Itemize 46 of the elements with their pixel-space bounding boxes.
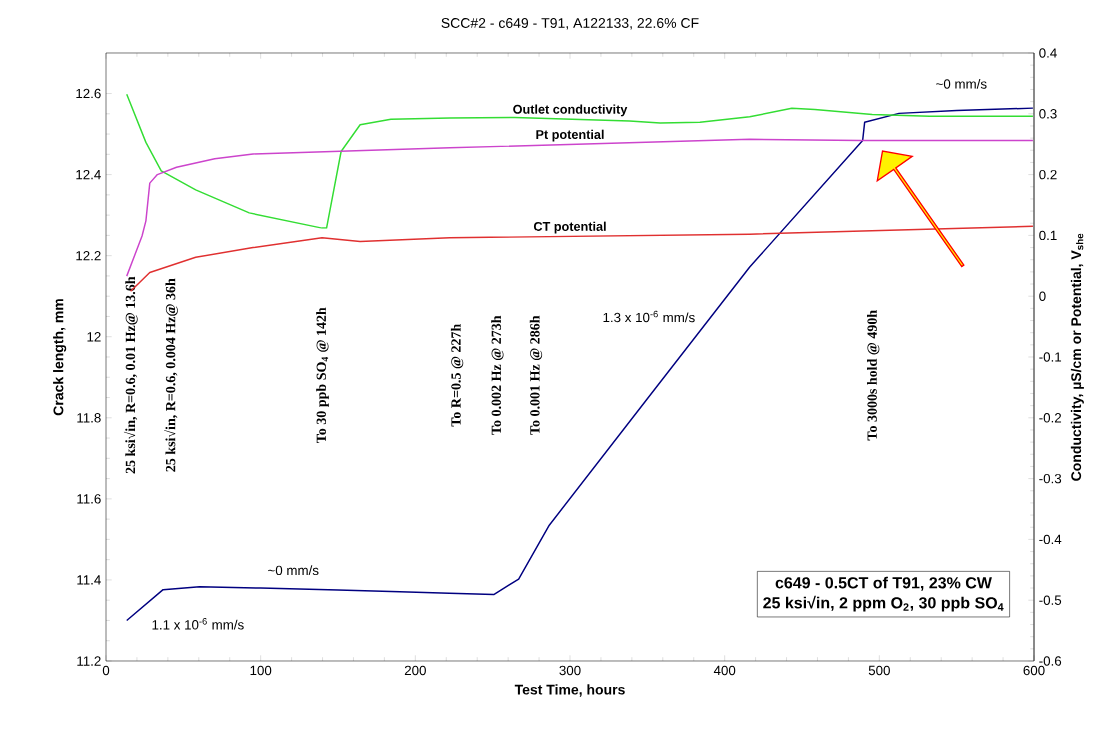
y2-tick-label: 0.2 [1039, 169, 1057, 180]
x-tick-label: 300 [559, 665, 581, 676]
series-label: CT potential [533, 221, 606, 234]
annotation: 25 ksi√in, R=0.6, 0.01 Hz@ 13.6h [123, 276, 138, 474]
y2-tick-label: 0.4 [1039, 48, 1057, 58]
x-tick-label: 500 [868, 665, 890, 676]
x-tick-label: 100 [250, 665, 272, 676]
y-tick-label: 11.8 [77, 413, 101, 423]
y-tick-label: 11.4 [77, 575, 101, 585]
y-axis-title: Crack length, mm [53, 299, 67, 416]
y-tick-label: 11.2 [77, 656, 101, 666]
x-tick-label: 0 [102, 665, 110, 676]
y2-tick-label: 0 [1039, 291, 1046, 301]
annotation: To 0.002 Hz @ 273h [491, 315, 504, 435]
annotation: 25 ksi√in, 2 ppm O$_{2}$, 30 ppb SO$_{4}$ [763, 595, 1004, 612]
x-axis-title: Test Time, hours [514, 684, 625, 697]
annotation: To 0.001 Hz @ 286h [529, 315, 543, 435]
y2-tick-label: 0.3 [1039, 109, 1057, 119]
series-label: Outlet conductivity [513, 104, 628, 117]
y-tick-label: 12 [87, 332, 101, 342]
annotation: c649 - 0.5CT of T91, 23% CW [775, 576, 992, 591]
annotation: 25 ksi√in, R=0.6, 0.004 Hz@ 36h [164, 278, 178, 472]
x-tick-label: 600 [1023, 665, 1045, 676]
x-tick-label: 200 [404, 665, 426, 676]
y2-tick-label: -0.5 [1039, 595, 1062, 605]
y-tick-label: 12.4 [76, 169, 101, 180]
y2-tick-label: -0.6 [1039, 656, 1062, 666]
chart-title: SCC#2 - c649 - T91, A122133, 22.6% CF [441, 18, 699, 30]
y2-axis-title: Conductivity, µS/cm or Potential, V$_{she}$ [1070, 233, 1084, 481]
annotation: ~0 mm/s [268, 565, 319, 576]
y2-tick-label: -0.2 [1039, 413, 1062, 423]
y2-tick-label: 0.1 [1039, 230, 1057, 241]
y2-tick-label: -0.1 [1039, 352, 1062, 362]
y2-tick-label: -0.4 [1039, 534, 1062, 545]
y2-tick-label: -0.3 [1039, 473, 1062, 484]
annotation: To 30 ppb SO$_{4}$ @ 142h [316, 307, 329, 444]
annotation: ~0 mm/s [936, 78, 987, 89]
annotation: 1.3 x 10$^{-6}$ mm/s [603, 310, 695, 323]
y-tick-label: 11.6 [77, 494, 101, 504]
series-label: Pt potential [536, 129, 604, 142]
annotation: To R=0.5 @ 227h [450, 323, 464, 427]
y-tick-label: 12.2 [76, 251, 101, 261]
annotation: 1.1 x 10$^{-6}$ mm/s [152, 618, 244, 630]
x-tick-label: 400 [713, 665, 736, 676]
annotation: To 3000s hold @ 490h [867, 310, 880, 441]
y-tick-label: 12.6 [76, 88, 101, 99]
